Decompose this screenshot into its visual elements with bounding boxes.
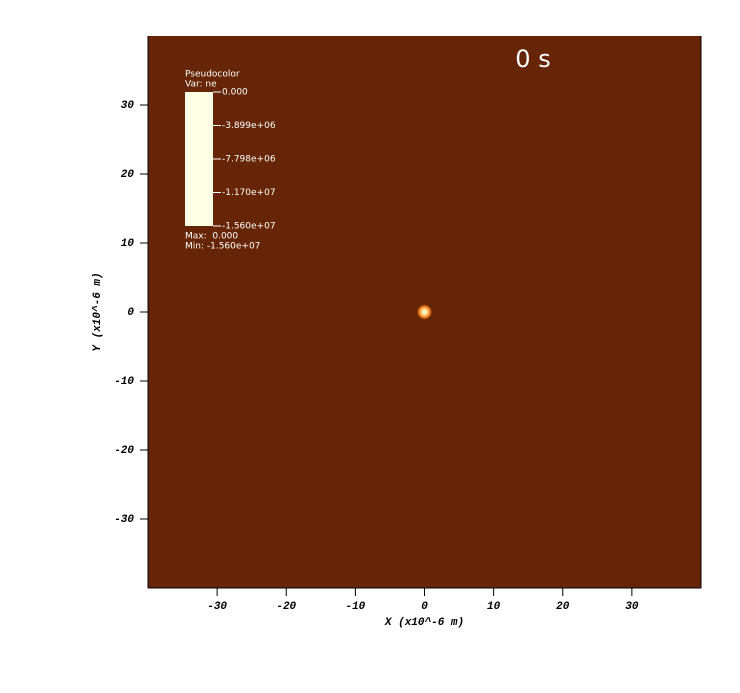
y-axis-title: Y (x10^-6 m)	[92, 272, 104, 351]
colorbar	[185, 92, 213, 226]
time-label: 0 s	[515, 45, 550, 73]
y-tick-label: 0	[127, 307, 134, 319]
y-tick-label: -20	[114, 445, 134, 457]
colorbar-tick-label: -1.170e+07	[222, 188, 276, 198]
y-tick-label: 10	[121, 238, 135, 250]
x-axis-title: X (x10^-6 m)	[384, 617, 464, 629]
x-tick-label: 30	[625, 601, 639, 613]
x-tick-label: -10	[345, 601, 365, 613]
y-tick-label: -30	[114, 514, 134, 526]
y-tick-label: 30	[121, 100, 135, 112]
x-tick-label: -20	[276, 601, 296, 613]
colorbar-tick-label: -7.798e+06	[222, 154, 276, 164]
legend-max: Max: 0.000	[185, 232, 238, 242]
x-tick-label: 0	[421, 601, 428, 613]
colorbar-tick-label: 0.000	[222, 88, 248, 98]
legend-title: Pseudocolor	[185, 70, 240, 80]
x-tick-label: 20	[556, 601, 570, 613]
legend-variable: Var: ne	[185, 80, 217, 90]
x-tick-label: -30	[207, 601, 227, 613]
colorbar-tick-label: -1.560e+07	[222, 222, 276, 232]
x-tick-label: 10	[487, 601, 501, 613]
density-spot	[416, 303, 433, 321]
legend-min: Min: -1.560e+07	[185, 242, 260, 252]
colorbar-tick-label: -3.899e+06	[222, 121, 276, 131]
y-tick-label: -10	[114, 376, 134, 388]
y-tick-label: 20	[121, 169, 135, 181]
